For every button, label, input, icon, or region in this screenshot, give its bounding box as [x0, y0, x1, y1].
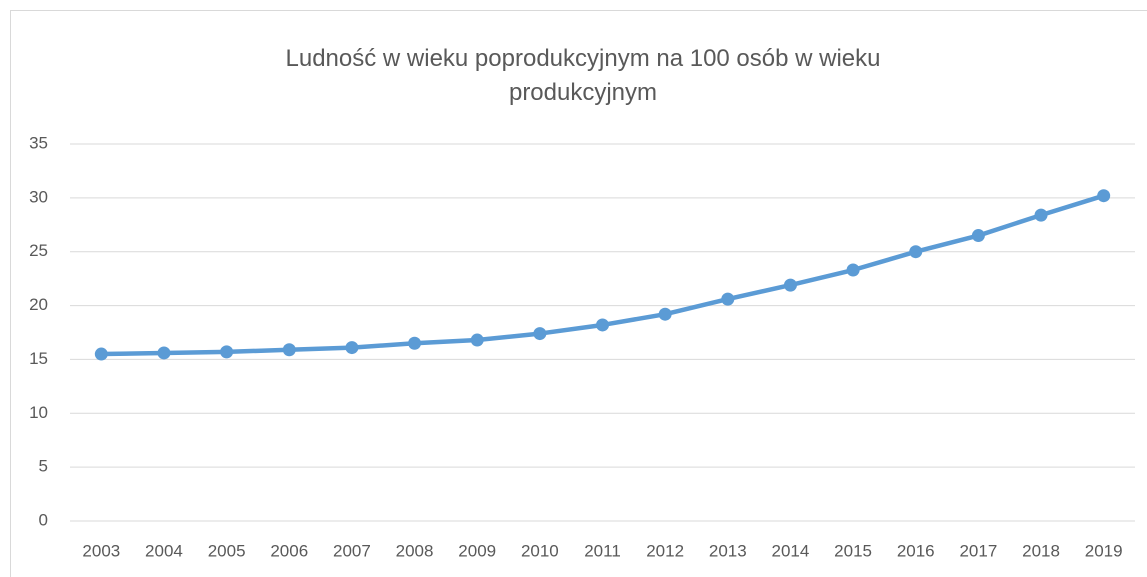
x-tick-label: 2016 — [897, 541, 935, 560]
data-point — [909, 245, 923, 259]
data-point — [721, 292, 735, 306]
data-point — [1034, 208, 1048, 222]
y-tick-label: 20 — [29, 295, 48, 314]
x-tick-label: 2003 — [82, 541, 120, 560]
data-point — [846, 263, 860, 277]
y-tick-label: 10 — [29, 403, 48, 422]
data-point — [533, 327, 547, 341]
x-tick-label: 2007 — [333, 541, 371, 560]
data-point — [408, 336, 422, 350]
x-tick-label: 2009 — [458, 541, 496, 560]
x-tick-label: 2008 — [396, 541, 434, 560]
data-point — [783, 278, 797, 292]
x-tick-label: 2018 — [1022, 541, 1060, 560]
y-tick-label: 5 — [39, 457, 48, 476]
x-tick-label: 2006 — [270, 541, 308, 560]
chart-border — [10, 10, 1147, 577]
data-point — [1097, 189, 1111, 203]
data-point — [282, 343, 296, 357]
x-tick-label: 2014 — [772, 541, 810, 560]
y-tick-label: 0 — [39, 510, 48, 529]
x-tick-label: 2010 — [521, 541, 559, 560]
y-tick-label: 35 — [29, 133, 48, 152]
data-point — [971, 229, 985, 243]
data-point — [470, 333, 484, 347]
data-point — [220, 345, 234, 359]
y-tick-label: 30 — [29, 187, 48, 206]
y-tick-label: 25 — [29, 241, 48, 260]
x-tick-label: 2004 — [145, 541, 183, 560]
x-tick-label: 2017 — [959, 541, 997, 560]
x-tick-label: 2015 — [834, 541, 872, 560]
data-point — [94, 347, 108, 361]
x-tick-label: 2019 — [1085, 541, 1123, 560]
y-tick-label: 15 — [29, 349, 48, 368]
x-tick-label: 2011 — [584, 541, 621, 560]
data-point — [157, 346, 171, 360]
x-tick-label: 2005 — [208, 541, 246, 560]
x-tick-label: 2012 — [646, 541, 684, 560]
data-point — [596, 318, 609, 332]
chart-title: Ludność w wieku poprodukcyjnym na 100 os… — [285, 45, 881, 106]
data-point — [345, 341, 359, 355]
data-point — [658, 307, 672, 321]
x-tick-label: 2013 — [709, 541, 747, 560]
